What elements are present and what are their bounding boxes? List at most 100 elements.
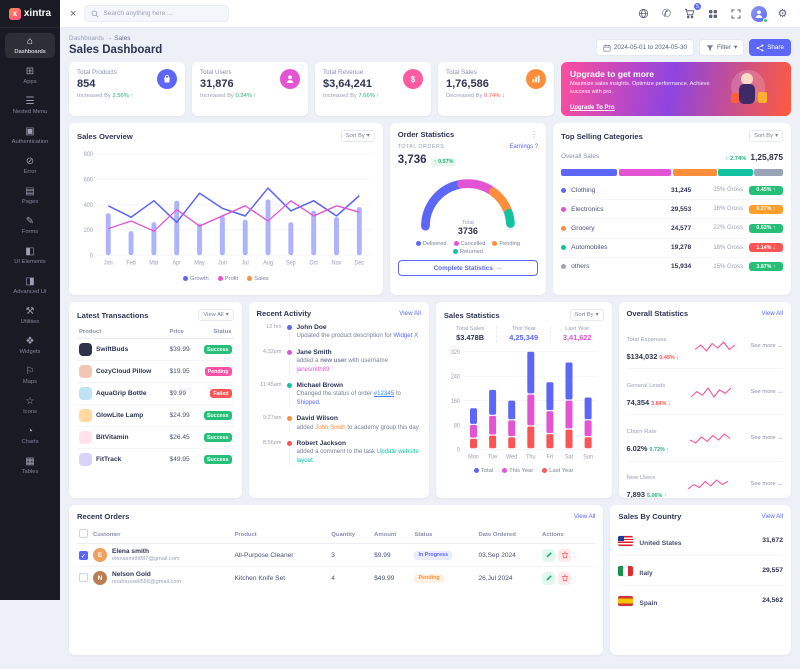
sidebar-toggle-icon[interactable]: × [70, 8, 76, 20]
apps-icon: ⊞ [26, 67, 34, 77]
recent-orders-card: Recent Orders View All Customer Product … [69, 505, 603, 655]
card-title: Order Statistics [398, 130, 455, 139]
sort-by-button[interactable]: Sort By▾ [570, 309, 604, 321]
promo-shopping-bag [731, 93, 739, 103]
sidebar-item-dashboards[interactable]: ⌂Dashboards [5, 33, 55, 58]
fullscreen-icon[interactable] [728, 6, 743, 21]
overall-sales-change: ↑ 2.74% [725, 156, 746, 162]
breadcrumb-parent[interactable]: Dashboards [69, 35, 104, 42]
kpi-change-prefix: Increased By [200, 93, 234, 99]
edit-button[interactable] [542, 572, 555, 585]
advanced-ui-icon: ◨ [25, 277, 34, 287]
legend-dot [561, 188, 566, 193]
view-all-button[interactable]: View All▾ [198, 309, 233, 321]
see-more-link[interactable]: See more → [750, 389, 783, 395]
sidebar-item-ui-elements[interactable]: ◧UI Elements [5, 243, 55, 268]
select-all-checkbox[interactable] [79, 529, 88, 538]
sidebar-item-widgets[interactable]: ❖Widgets [5, 333, 55, 358]
see-more-link[interactable]: See more → [750, 343, 783, 349]
earnings-link[interactable]: Earnings ? [509, 144, 538, 150]
sidebar-item-label: Widgets [20, 349, 41, 355]
orders-gauge: Total 3736 [410, 170, 526, 237]
view-all-link[interactable]: View All [574, 513, 596, 520]
settings-gear-icon[interactable]: ⚙ [775, 6, 790, 21]
date-range-picker[interactable]: 2024-05-01 to 2024-05-30 [596, 39, 694, 56]
sidebar-item-forms[interactable]: ✎Forms [5, 213, 55, 238]
trash-icon [561, 574, 569, 582]
row-checkbox[interactable] [79, 573, 88, 582]
category-gross: 16% Gross [705, 206, 749, 212]
sort-by-button[interactable]: Sort By▾ [749, 130, 783, 142]
brand-logo-icon: x [9, 8, 21, 20]
sidebar-item-icons[interactable]: ☆Icons [5, 393, 55, 418]
edit-button[interactable] [542, 549, 555, 562]
view-all-link[interactable]: View All [399, 310, 421, 317]
category-change-badge: 0.63% ↑ [749, 224, 783, 233]
sidebar-item-maps[interactable]: ⚐Maps [5, 363, 55, 388]
sidebar-item-pages[interactable]: ▤Pages [5, 183, 55, 208]
filter-button[interactable]: Filter ▾ [699, 39, 744, 56]
svg-text:Feb: Feb [126, 260, 136, 266]
category-name: others [571, 263, 589, 270]
activity-text: Changed the status of order #12345 to Sh… [297, 390, 401, 406]
see-more-link[interactable]: See more → [750, 481, 783, 487]
kpi-change-prefix: Decreased By [446, 93, 482, 99]
sort-by-button[interactable]: Sort By▾ [341, 130, 375, 142]
ui-elements-icon: ◧ [25, 247, 34, 257]
sidebar-item-error[interactable]: ⊘Error [5, 153, 55, 178]
orders-gauge-legend: Delivered Cancelled Pending Returned [398, 241, 538, 255]
support-phone-icon[interactable]: ✆ [659, 6, 674, 21]
kebab-menu-icon[interactable]: ⋮ [530, 130, 538, 139]
complete-statistics-button[interactable]: Complete Statistics→ [398, 260, 538, 276]
language-icon[interactable] [636, 6, 651, 21]
sidebar-item-charts[interactable]: ◔Charts [5, 423, 55, 448]
gauge-value: 3736 [410, 226, 526, 236]
brand[interactable]: x xintra [0, 0, 60, 28]
category-value: 31,245 [671, 187, 705, 194]
user-avatar[interactable] [751, 6, 767, 22]
sidebar-item-nested-menu[interactable]: ☰Nested Menu [5, 93, 55, 118]
sidebar-item-authentication[interactable]: ▣Authentication [5, 123, 55, 148]
top-selling-categories-card: Top Selling Categories Sort By▾ Overall … [553, 123, 791, 295]
apps-grid-icon[interactable] [705, 6, 720, 21]
sidebar-item-tables[interactable]: ▦Tables [5, 453, 55, 478]
search-box[interactable] [84, 5, 229, 22]
pencil-icon [545, 551, 553, 559]
view-all-link[interactable]: View All [761, 513, 783, 520]
view-all-link[interactable]: View All [761, 310, 783, 317]
arrow-right-icon: → [777, 389, 783, 395]
order-product: Kitchen Knife Set [233, 567, 330, 590]
legend-label: Cancelled [461, 241, 486, 247]
product-name: GlowLite Lamp [96, 412, 143, 419]
stat-label: General Leads [627, 383, 666, 389]
sidebar-item-label: Maps [23, 379, 37, 385]
sidebar-item-advanced-ui[interactable]: ◨Advanced UI [5, 273, 55, 298]
search-input[interactable] [103, 10, 222, 17]
kpi-value: 1,76,586 [446, 78, 505, 90]
product-name: SwiftBuds [96, 346, 128, 353]
customer-avatar: N [93, 571, 107, 585]
sidebar-item-label: Dashboards [14, 49, 45, 55]
svg-text:Wed: Wed [506, 454, 517, 460]
delete-button[interactable] [558, 549, 571, 562]
kpi-change: 0.74% ↓ [484, 93, 505, 99]
sidebar-item-utilities[interactable]: ⚒Utilities [5, 303, 55, 328]
cart-icon[interactable]: 5 [682, 6, 697, 21]
tables-icon: ▦ [25, 457, 34, 467]
category-gross: 15% Gross [705, 264, 749, 270]
row-checkbox[interactable]: ✓ [79, 551, 88, 560]
delete-button[interactable] [558, 572, 571, 585]
upgrade-pro-link[interactable]: Upgrade To Pro [570, 105, 615, 111]
see-more-link[interactable]: See more → [750, 435, 783, 441]
stat-change: 3.84% ↓ [651, 401, 670, 407]
order-date: 26,Jul 2024 [476, 567, 540, 590]
sidebar-item-apps[interactable]: ⊞Apps [5, 63, 55, 88]
share-button[interactable]: Share [749, 39, 791, 56]
